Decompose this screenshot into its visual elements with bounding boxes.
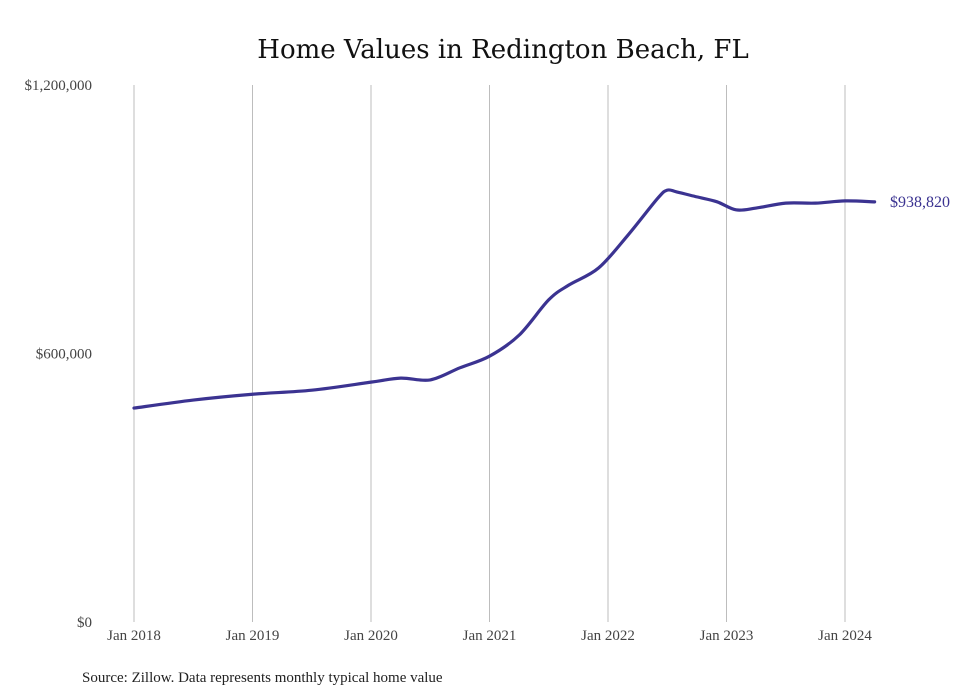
y-tick-label: $0	[77, 615, 92, 631]
x-tick-label: Jan 2018	[107, 628, 161, 644]
series-line	[132, 188, 877, 410]
end-value-label: $938,820	[890, 194, 950, 211]
x-tick-label: Jan 2020	[344, 628, 398, 644]
chart-title: Home Values in Redington Beach, FL	[257, 35, 748, 65]
x-tick-label: Jan 2024	[818, 628, 872, 644]
source-note: Source: Zillow. Data represents monthly …	[82, 670, 443, 686]
gridlines	[133, 85, 846, 622]
x-axis: Jan 2018 Jan 2019 Jan 2020 Jan 2021 Jan 2022…	[107, 628, 872, 644]
x-tick-label: Jan 2023	[700, 628, 754, 644]
x-tick-label: Jan 2019	[226, 628, 280, 644]
y-tick-label: $600,000	[36, 347, 92, 363]
x-tick-label: Jan 2021	[463, 628, 517, 644]
x-tick-label: Jan 2022	[581, 628, 635, 644]
y-axis: $0 $600,000 $1,200,000	[25, 78, 93, 631]
y-tick-label: $1,200,000	[25, 78, 93, 94]
